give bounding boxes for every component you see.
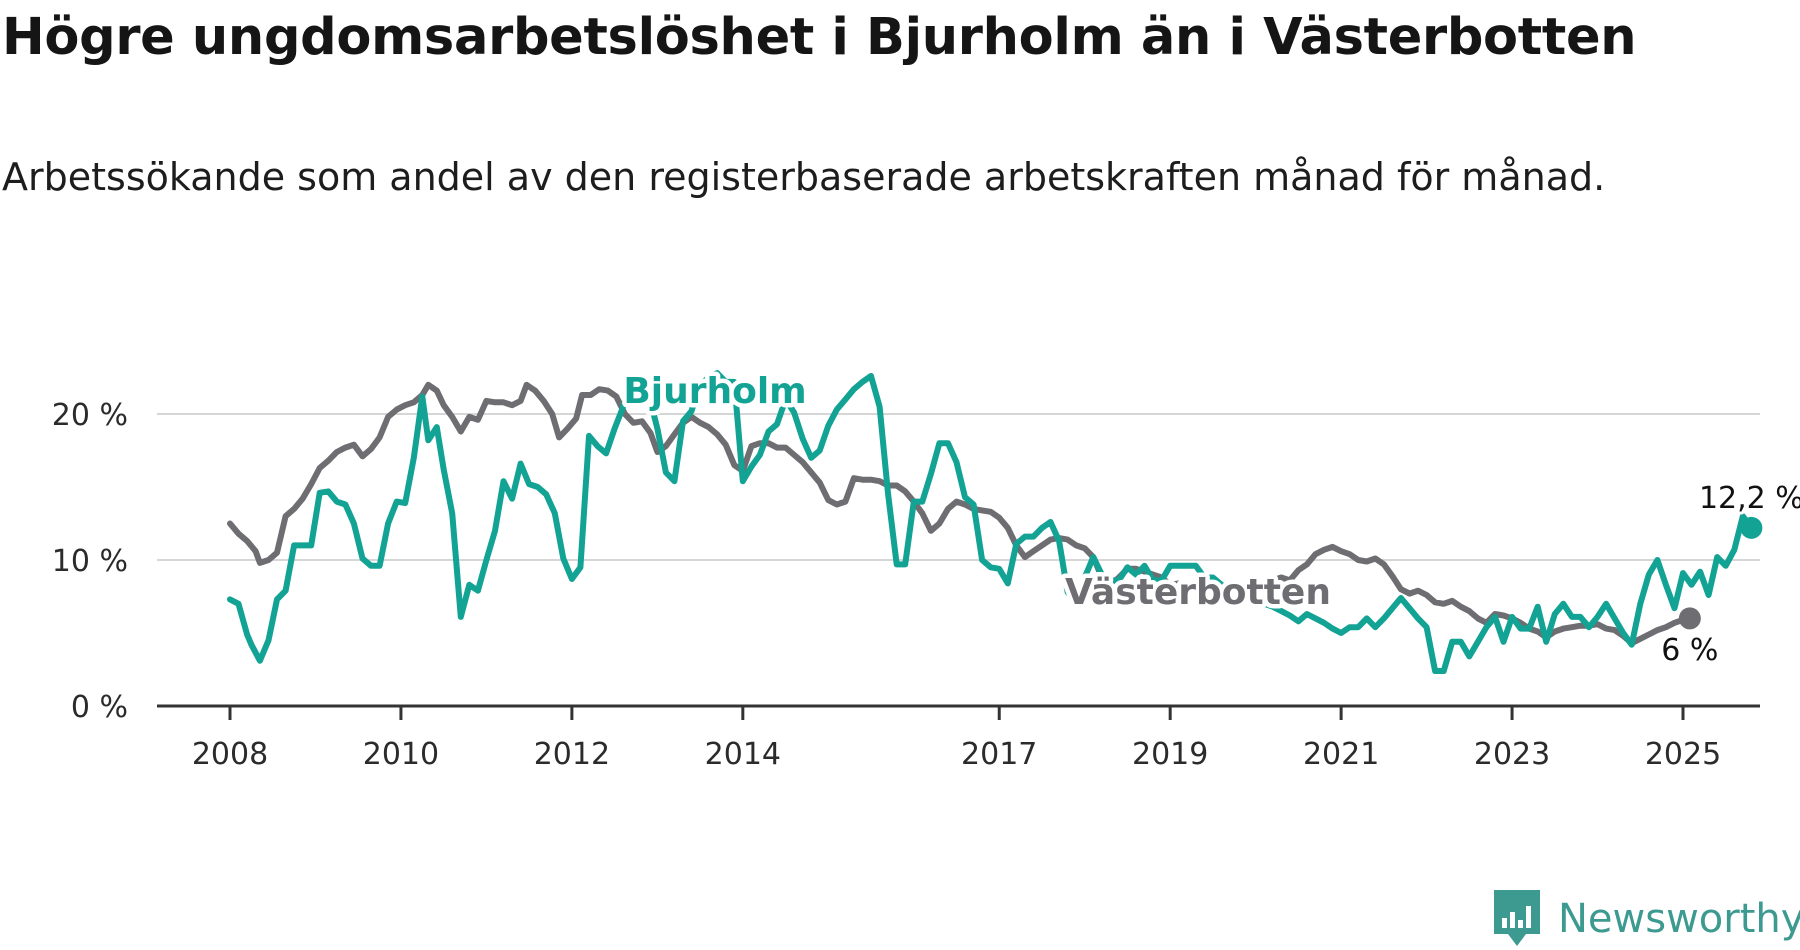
series-name-bjurholm: Bjurholm xyxy=(623,371,806,412)
grid-lines xyxy=(157,413,1760,561)
chart-title: Högre ungdomsarbetslöshet i Bjurholm än … xyxy=(2,8,1637,67)
x-tick-label: 2023 xyxy=(1474,737,1550,772)
end-value-bjurholm: 12,2 % xyxy=(1699,481,1800,516)
x-tick-label: 2021 xyxy=(1303,737,1379,772)
x-tick-label: 2025 xyxy=(1645,737,1721,772)
x-tick-label: 2014 xyxy=(705,737,781,772)
end-point-västerbotten xyxy=(1678,607,1701,630)
y-axis-ticks: 0 % 10 % 20 % xyxy=(52,398,128,725)
brand-name: Newsworthy xyxy=(1558,896,1800,942)
series-lines xyxy=(227,370,1763,674)
y-tick-label: 20 % xyxy=(52,398,128,433)
x-tick-label: 2012 xyxy=(534,737,610,772)
newsworthy-logo-icon xyxy=(1494,890,1540,946)
end-point-bjurholm xyxy=(1740,516,1763,539)
x-axis-ticks: 2008 2010 2012 2014 2017 2019 2021 2023 2025 xyxy=(192,706,1721,772)
series-name-västerbotten: Västerbotten xyxy=(1065,572,1331,613)
series-labels: Västerbotten Bjurholm 6 % 12,2 % xyxy=(619,367,1800,672)
x-tick-label: 2008 xyxy=(192,737,268,772)
x-tick-label: 2019 xyxy=(1132,737,1208,772)
x-tick-label: 2017 xyxy=(961,737,1037,772)
end-value-västerbotten: 6 % xyxy=(1661,633,1718,668)
y-tick-label: 10 % xyxy=(52,544,128,579)
series-line-västerbotten xyxy=(227,381,1693,647)
series-line-bjurholm xyxy=(227,370,1755,674)
chart-subtitle: Arbetssökande som andel av den registerb… xyxy=(2,155,1606,199)
x-tick-label: 2010 xyxy=(363,737,439,772)
brand: Newsworthy xyxy=(1492,888,1800,950)
y-tick-label: 0 % xyxy=(71,690,128,725)
